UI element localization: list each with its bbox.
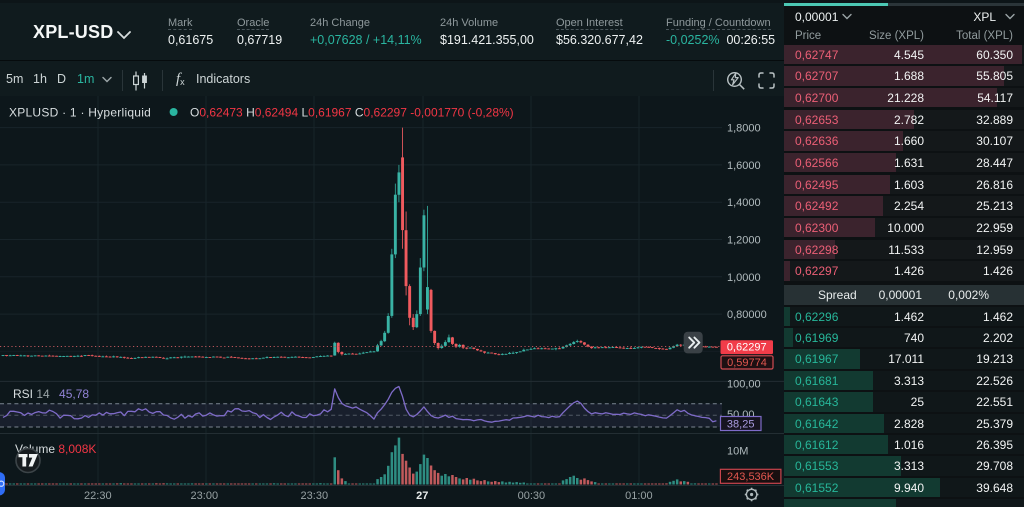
svg-text:1,2000: 1,2000 xyxy=(727,235,761,247)
svg-text:01:00: 01:00 xyxy=(625,490,653,502)
svg-text:22:30: 22:30 xyxy=(84,490,112,502)
svg-text:23:30: 23:30 xyxy=(301,490,329,502)
svg-text:1,4000: 1,4000 xyxy=(727,197,761,209)
svg-text:243,536K: 243,536K xyxy=(727,471,775,483)
svg-text:RSI 14 45,78: RSI 14 45,78 xyxy=(13,387,89,401)
svg-text:27: 27 xyxy=(416,490,428,502)
svg-text:00:30: 00:30 xyxy=(518,490,546,502)
svg-text:0,59774: 0,59774 xyxy=(727,357,767,369)
svg-text:0,62297: 0,62297 xyxy=(727,342,767,354)
svg-text:XPLUSD · 1 · Hyperliquid: XPLUSD · 1 · Hyperliquid xyxy=(9,106,151,120)
svg-text:38,25: 38,25 xyxy=(727,418,755,430)
svg-text:23:00: 23:00 xyxy=(191,490,219,502)
svg-text:1,6000: 1,6000 xyxy=(727,160,761,172)
svg-text:0,80000: 0,80000 xyxy=(727,309,767,321)
svg-text:O0,62473 H0,62494 L0,61967 C0,: O0,62473 H0,62494 L0,61967 C0,62297 -0,0… xyxy=(190,106,514,120)
svg-text:1,0000: 1,0000 xyxy=(727,272,761,284)
svg-text:100,00: 100,00 xyxy=(727,378,761,390)
svg-text:10M: 10M xyxy=(727,446,748,458)
svg-text:1,8000: 1,8000 xyxy=(727,123,761,135)
